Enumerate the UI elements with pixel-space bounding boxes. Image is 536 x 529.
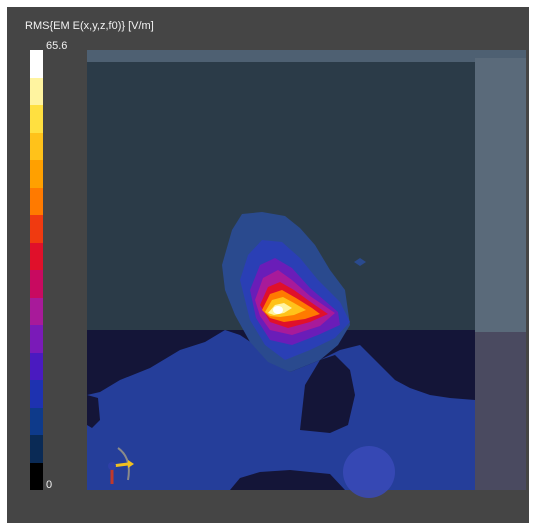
colorbar-segment bbox=[30, 242, 43, 270]
colorbar-segment bbox=[30, 270, 43, 298]
colorbar-max-label: 65.6 bbox=[46, 40, 68, 52]
colorbar-segment bbox=[30, 297, 43, 325]
void-hole-3 bbox=[230, 470, 345, 490]
colorbar-segment bbox=[30, 462, 43, 490]
colorbar-segment bbox=[30, 380, 43, 408]
boundary-panel-top bbox=[87, 50, 526, 62]
void-hole-1 bbox=[300, 355, 355, 433]
boundary-panel-right-lower bbox=[475, 332, 526, 490]
colorbar-min-label: 0 bbox=[46, 479, 53, 491]
colorbar bbox=[30, 50, 43, 490]
colorbar-segment bbox=[30, 187, 43, 215]
source-sphere bbox=[343, 446, 395, 498]
colorbar-segment bbox=[30, 77, 43, 105]
axes-orientation-icon bbox=[108, 447, 134, 484]
field-peak bbox=[273, 306, 283, 314]
colorbar-segment bbox=[30, 407, 43, 435]
colorbar-segment bbox=[30, 435, 43, 463]
colorbar-segment bbox=[30, 132, 43, 160]
colorbar-title: RMS{EM E(x,y,z,f0)} [V/m] bbox=[25, 20, 154, 32]
colorbar-segment bbox=[30, 325, 43, 353]
colorbar-segment bbox=[30, 105, 43, 133]
colorbar-segment bbox=[30, 352, 43, 380]
field-blob-small bbox=[354, 258, 366, 266]
colorbar-segment bbox=[30, 50, 43, 78]
colorbar-segment bbox=[30, 215, 43, 243]
colorbar-segment bbox=[30, 160, 43, 188]
void-hole-2 bbox=[87, 395, 100, 428]
